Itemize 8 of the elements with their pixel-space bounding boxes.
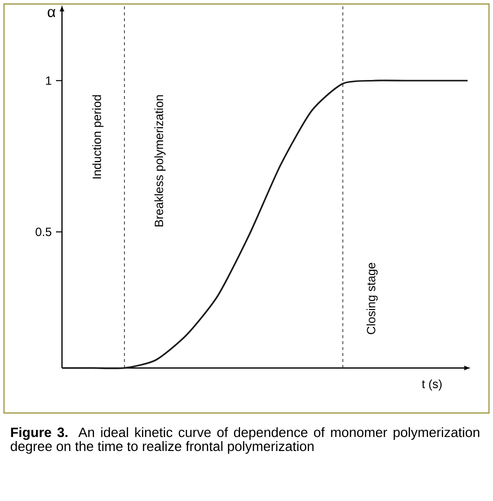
annotation: Induction period — [92, 95, 104, 178]
text: Figure 3. An ideal kinetic curve of dependence of monomer polymerization degree on the time to realize frontal polymerization — [10, 427, 480, 454]
y-tick-label: 1 — [46, 76, 52, 85]
x-axis-title: t (s) — [422, 379, 442, 391]
annotation: Breakless polymerization — [154, 95, 166, 226]
y-tick-label: 0.5 — [36, 228, 52, 236]
y-axis-title: α — [48, 8, 56, 18]
annotation: Closing stage — [366, 262, 378, 334]
